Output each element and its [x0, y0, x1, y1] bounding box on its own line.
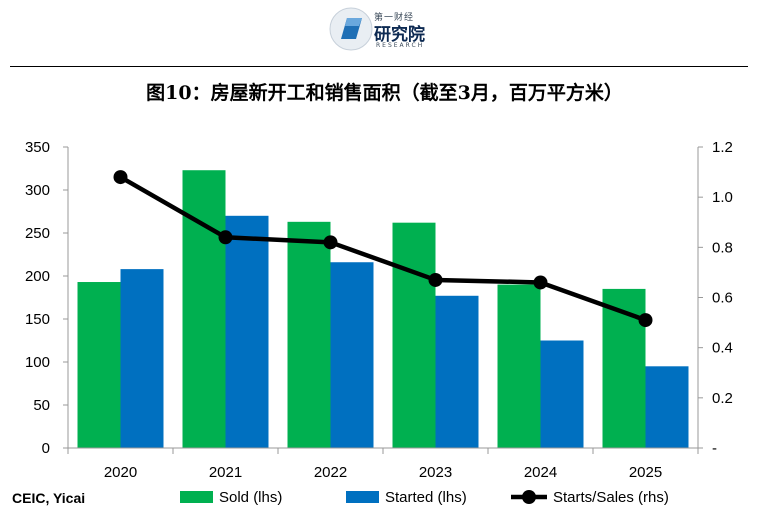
legend-label-sold: Sold (lhs) [219, 489, 282, 506]
ratio-point-2023 [428, 272, 443, 287]
axes-layer [63, 146, 703, 454]
x-tick-label: 2022 [314, 464, 347, 481]
bar-started-2021 [225, 215, 269, 448]
bar-sold-2021 [182, 170, 226, 448]
legend: Sold (lhs) Started (lhs) Starts/Sales (rhs… [180, 489, 669, 506]
y-right-tick-label: 1.0 [712, 189, 733, 206]
y-right-tick-label: - [712, 440, 717, 457]
y-right-tick-label: 0.4 [712, 340, 733, 357]
ratio-line [119, 175, 647, 323]
tick-labels-layer: 2020 2021 2022 2023 2024 2025 0 50 100 150 200 250 3… [25, 139, 733, 481]
logo: 第一财经 研究院 RESEARCH [328, 6, 438, 52]
legend-label-started: Started (lhs) [385, 489, 467, 506]
y-right-tick-label: 1.2 [712, 139, 733, 156]
ratio-point-2020 [113, 170, 128, 185]
y-right-tick-label: 0.2 [712, 390, 733, 407]
y-left-tick-label: 50 [33, 397, 50, 414]
x-tick-label: 2023 [419, 464, 452, 481]
ratio-line-layer [113, 170, 653, 328]
y-left-tick-label: 200 [25, 268, 50, 285]
y-left-tick-label: 250 [25, 225, 50, 242]
y-right-tick-label: 0.8 [712, 239, 733, 256]
bar-started-2025 [645, 366, 689, 448]
legend-label-ratio: Starts/Sales (rhs) [553, 489, 669, 506]
x-tick-label: 2024 [524, 464, 557, 481]
logo-small-text: 第一财经 [374, 13, 415, 23]
y-left-tick-label: 300 [25, 182, 50, 199]
header-divider [10, 66, 748, 67]
bar-started-2024 [540, 340, 584, 448]
bars-layer [77, 170, 689, 448]
ratio-point-2025 [638, 313, 653, 328]
bar-sold-2020 [77, 282, 121, 448]
bar-started-2023 [435, 295, 479, 448]
bar-sold-2023 [392, 222, 436, 448]
bar-sold-2024 [497, 284, 541, 448]
y-left-tick-label: 0 [42, 440, 50, 457]
y-left-tick-label: 350 [25, 139, 50, 156]
bar-sold-2022 [287, 221, 331, 448]
y-left-tick-label: 150 [25, 311, 50, 328]
ratio-point-2021 [218, 230, 233, 245]
y-left-tick-label: 100 [25, 354, 50, 371]
legend-swatch-sold [180, 491, 213, 503]
x-tick-label: 2020 [104, 464, 137, 481]
bar-started-2020 [120, 269, 164, 448]
logo-mark-icon [329, 7, 373, 51]
legend-swatch-started [346, 491, 379, 503]
ratio-point-2022 [323, 235, 338, 250]
x-tick-label: 2025 [629, 464, 662, 481]
x-tick-label: 2021 [209, 464, 242, 481]
y-right-tick-label: 0.6 [712, 290, 733, 307]
source-note: CEIC, Yicai [12, 490, 86, 506]
ratio-point-2024 [533, 275, 548, 290]
legend-swatch-ratio-marker [522, 490, 536, 504]
chart-title: 图10：房屋新开工和销售面积（截至3月，百万平方米） [146, 82, 623, 104]
logo-main-text: 研究院 [374, 25, 425, 45]
logo-sub-text: RESEARCH [376, 42, 425, 49]
bar-started-2022 [330, 262, 374, 448]
